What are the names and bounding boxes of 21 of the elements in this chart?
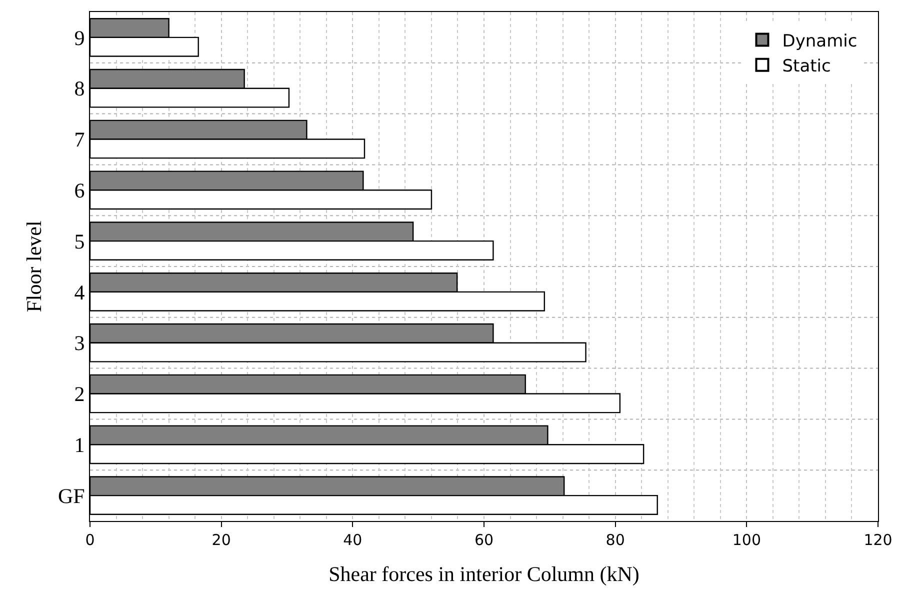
x-tick-label: 80	[606, 531, 625, 549]
y-axis-title: Floor level	[22, 220, 46, 312]
x-tick-label: 100	[732, 531, 761, 549]
legend-label: Static	[782, 56, 831, 76]
y-tick-label: 1	[74, 433, 85, 457]
x-tick-label: 40	[343, 531, 362, 549]
x-axis-title: Shear forces in interior Column (kN)	[328, 562, 640, 586]
x-tick-label: 0	[85, 531, 95, 549]
x-tick-label: 20	[212, 531, 231, 549]
y-tick-label: 3	[74, 331, 85, 356]
y-tick-label: 7	[74, 128, 85, 152]
x-tick-label: 60	[474, 531, 494, 549]
y-tick-label: 4	[74, 280, 86, 304]
y-tick-label: 6	[74, 178, 85, 202]
y-tick-label: 5	[74, 229, 85, 254]
y-tick-label: 2	[74, 382, 85, 406]
y-tick-label: GF	[58, 484, 85, 508]
y-tick-label: 9	[74, 26, 85, 50]
legend-label: Dynamic	[782, 31, 858, 52]
x-tick-label: 120	[864, 531, 892, 549]
y-tick-label: 8	[74, 76, 85, 101]
